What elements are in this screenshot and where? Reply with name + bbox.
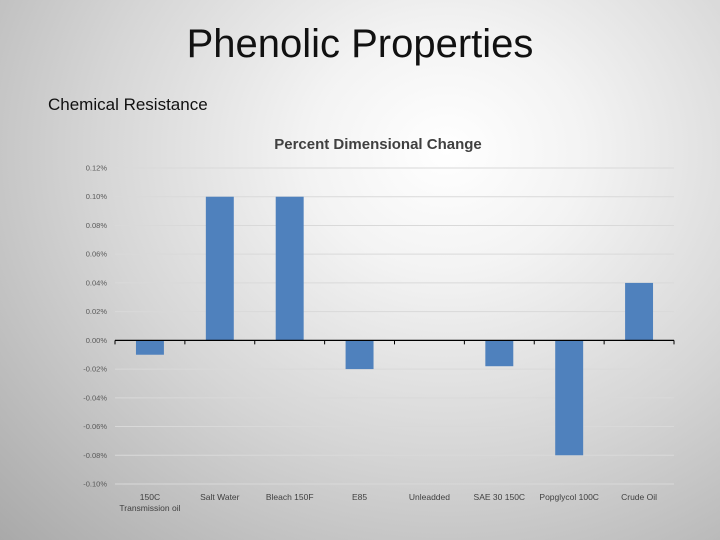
labels: 0.12% 0.10% 0.08% 0.06% 0.04% 0.02% 0.00% -0.02… [83,164,657,514]
bar-0 [135,340,164,355]
y-tick-label: 0.04% [86,278,108,287]
gridlines [115,167,674,485]
bar-1 [205,196,234,341]
x-axis [114,339,675,345]
bar-7 [625,282,654,341]
category-label: Crude Oil [621,492,657,502]
bar-3 [345,340,374,370]
bars [135,196,654,456]
y-tick-label: -0.06% [83,422,107,431]
category-label: Salt Water [200,492,240,502]
y-tick-label: 0.02% [86,307,108,316]
bar-6 [555,340,584,456]
y-tick-label: 0.12% [86,164,108,173]
y-tick-label: 0.06% [86,250,108,259]
category-label: SAE 30 150C [474,492,526,502]
y-tick-label: -0.02% [83,365,107,374]
bar-5 [485,340,514,367]
category-label: Bleach 150F [266,492,314,502]
category-label: Unleadded [409,492,450,502]
y-tick-label: -0.04% [83,393,107,402]
category-label: Popglycol 100C [539,492,599,502]
category-label: Transmission oil [119,503,180,513]
category-label: E85 [352,492,367,502]
slide-title: Phenolic Properties [186,22,534,66]
y-tick-label: 0.10% [86,192,108,201]
y-tick-label: 0.00% [86,336,108,345]
y-tick-label: -0.08% [83,451,107,460]
y-tick-label: 0.08% [86,221,108,230]
slide-subtitle: Chemical Resistance [48,95,208,114]
category-label: 150C [140,492,160,502]
bar-2 [275,196,304,341]
y-tick-label: -0.10% [83,480,107,489]
chart-title: Percent Dimensional Change [274,136,482,153]
